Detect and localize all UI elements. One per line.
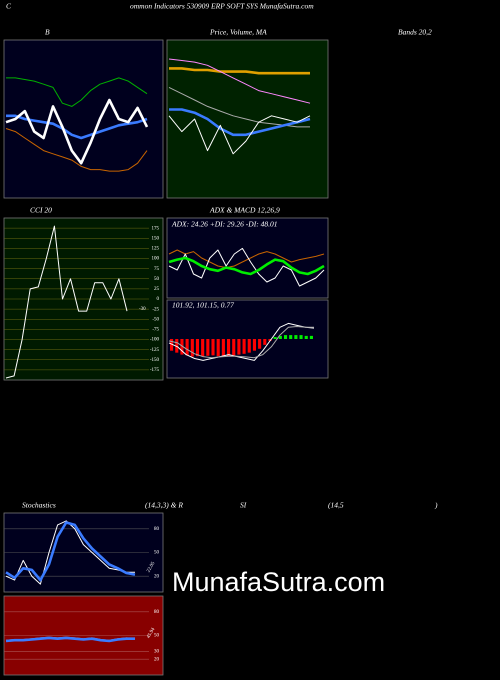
y-tick-label: 0	[157, 297, 160, 302]
histogram-bar	[309, 335, 313, 339]
y-tick-label: -75	[152, 328, 159, 333]
histogram-bar	[232, 339, 236, 356]
y-tick-label: 25	[154, 287, 160, 292]
y-tick-label: -100	[150, 338, 160, 343]
histogram-bar	[294, 335, 298, 339]
panel-title: SI	[240, 501, 247, 510]
series-line	[168, 58, 311, 104]
header-title: ommon Indicators 530909 ERP SOFT SYS Mun…	[130, 2, 314, 11]
series-line	[168, 322, 315, 361]
y-tick-label: 100	[152, 257, 160, 262]
histogram-bar	[195, 339, 200, 357]
histogram-bar	[190, 339, 194, 357]
histogram-bar	[227, 339, 231, 357]
y-tick-label: 75	[154, 267, 160, 272]
panel-annotation: )	[434, 501, 438, 510]
histogram-bar	[185, 339, 189, 356]
histogram-bar	[263, 339, 267, 345]
y-tick-label: 150	[152, 236, 160, 241]
series-line	[5, 521, 136, 582]
histogram-bar	[170, 339, 174, 351]
histogram-bar	[175, 339, 179, 353]
histogram-bar	[206, 339, 210, 356]
histogram-bar	[273, 337, 277, 339]
y-tick-label: -50	[152, 317, 159, 322]
series-line	[168, 249, 325, 269]
panel-title: B	[45, 28, 50, 37]
y-tick-label: 30	[154, 649, 160, 654]
histogram-bar	[201, 339, 205, 357]
header-letter: C	[6, 2, 12, 11]
series-line	[5, 128, 148, 172]
series-line	[168, 326, 314, 359]
series-line	[168, 256, 325, 276]
histogram-bar	[283, 335, 288, 339]
y-tick-label: 175	[152, 226, 160, 231]
y-tick-label: -125	[150, 348, 160, 353]
histogram-bar	[278, 335, 282, 339]
histogram-bar	[258, 339, 262, 349]
y-tick-label: 80	[154, 527, 160, 532]
series-line	[5, 98, 149, 165]
series-line	[168, 115, 311, 155]
y-tick-label: -150	[150, 358, 160, 363]
panel-annotation: ADX: 24.26 +DI: 29.26 -DI: 48.01	[171, 220, 277, 229]
histogram-bar	[216, 339, 220, 357]
y-tick-label: 125	[152, 247, 160, 252]
panel-subtitle: Bands 20,2	[398, 28, 432, 37]
y-tick-label: -175	[150, 368, 160, 373]
series-line	[168, 247, 325, 287]
panel-title: CCI 20	[30, 206, 52, 215]
y-tick-label: 80	[154, 610, 160, 615]
series-line	[5, 225, 128, 379]
value-label: 45.94	[146, 627, 156, 640]
y-tick-label: 50	[154, 634, 160, 639]
histogram-bar	[252, 339, 256, 351]
histogram-bar	[268, 339, 272, 341]
histogram-bar	[299, 335, 303, 339]
y-tick-label: 20	[154, 657, 160, 662]
panel-subtitle: (14,5	[328, 501, 344, 510]
series-line	[169, 108, 311, 137]
y-tick-label: 50	[154, 277, 160, 282]
watermark: MunafaSutra.com	[172, 567, 385, 597]
histogram-bar	[304, 335, 308, 339]
panel-annotation: 101.92, 101.15, 0.77	[172, 301, 234, 310]
value-label: -30	[139, 307, 146, 312]
panel	[166, 217, 329, 299]
histogram-bar	[242, 339, 246, 354]
series-line	[5, 636, 135, 643]
y-tick-label: -25	[152, 307, 159, 312]
series-line	[169, 67, 310, 75]
histogram-bar	[180, 339, 184, 355]
panel-title: ADX & MACD 12,26,9	[209, 206, 280, 215]
y-tick-label: 20	[154, 574, 160, 579]
histogram-bar	[247, 339, 251, 353]
histogram-bar	[221, 339, 225, 357]
value-label: 22.05	[146, 561, 156, 574]
y-tick-label: 50	[154, 551, 160, 556]
panel-title: Stochastics	[22, 501, 56, 510]
histogram-bar	[237, 339, 241, 355]
series-line	[6, 77, 148, 107]
panel-title: Price, Volume, MA	[209, 28, 267, 37]
histogram-bar	[211, 339, 215, 356]
panel-subtitle: (14,3,3) & R	[145, 501, 183, 510]
histogram-bar	[289, 335, 293, 339]
